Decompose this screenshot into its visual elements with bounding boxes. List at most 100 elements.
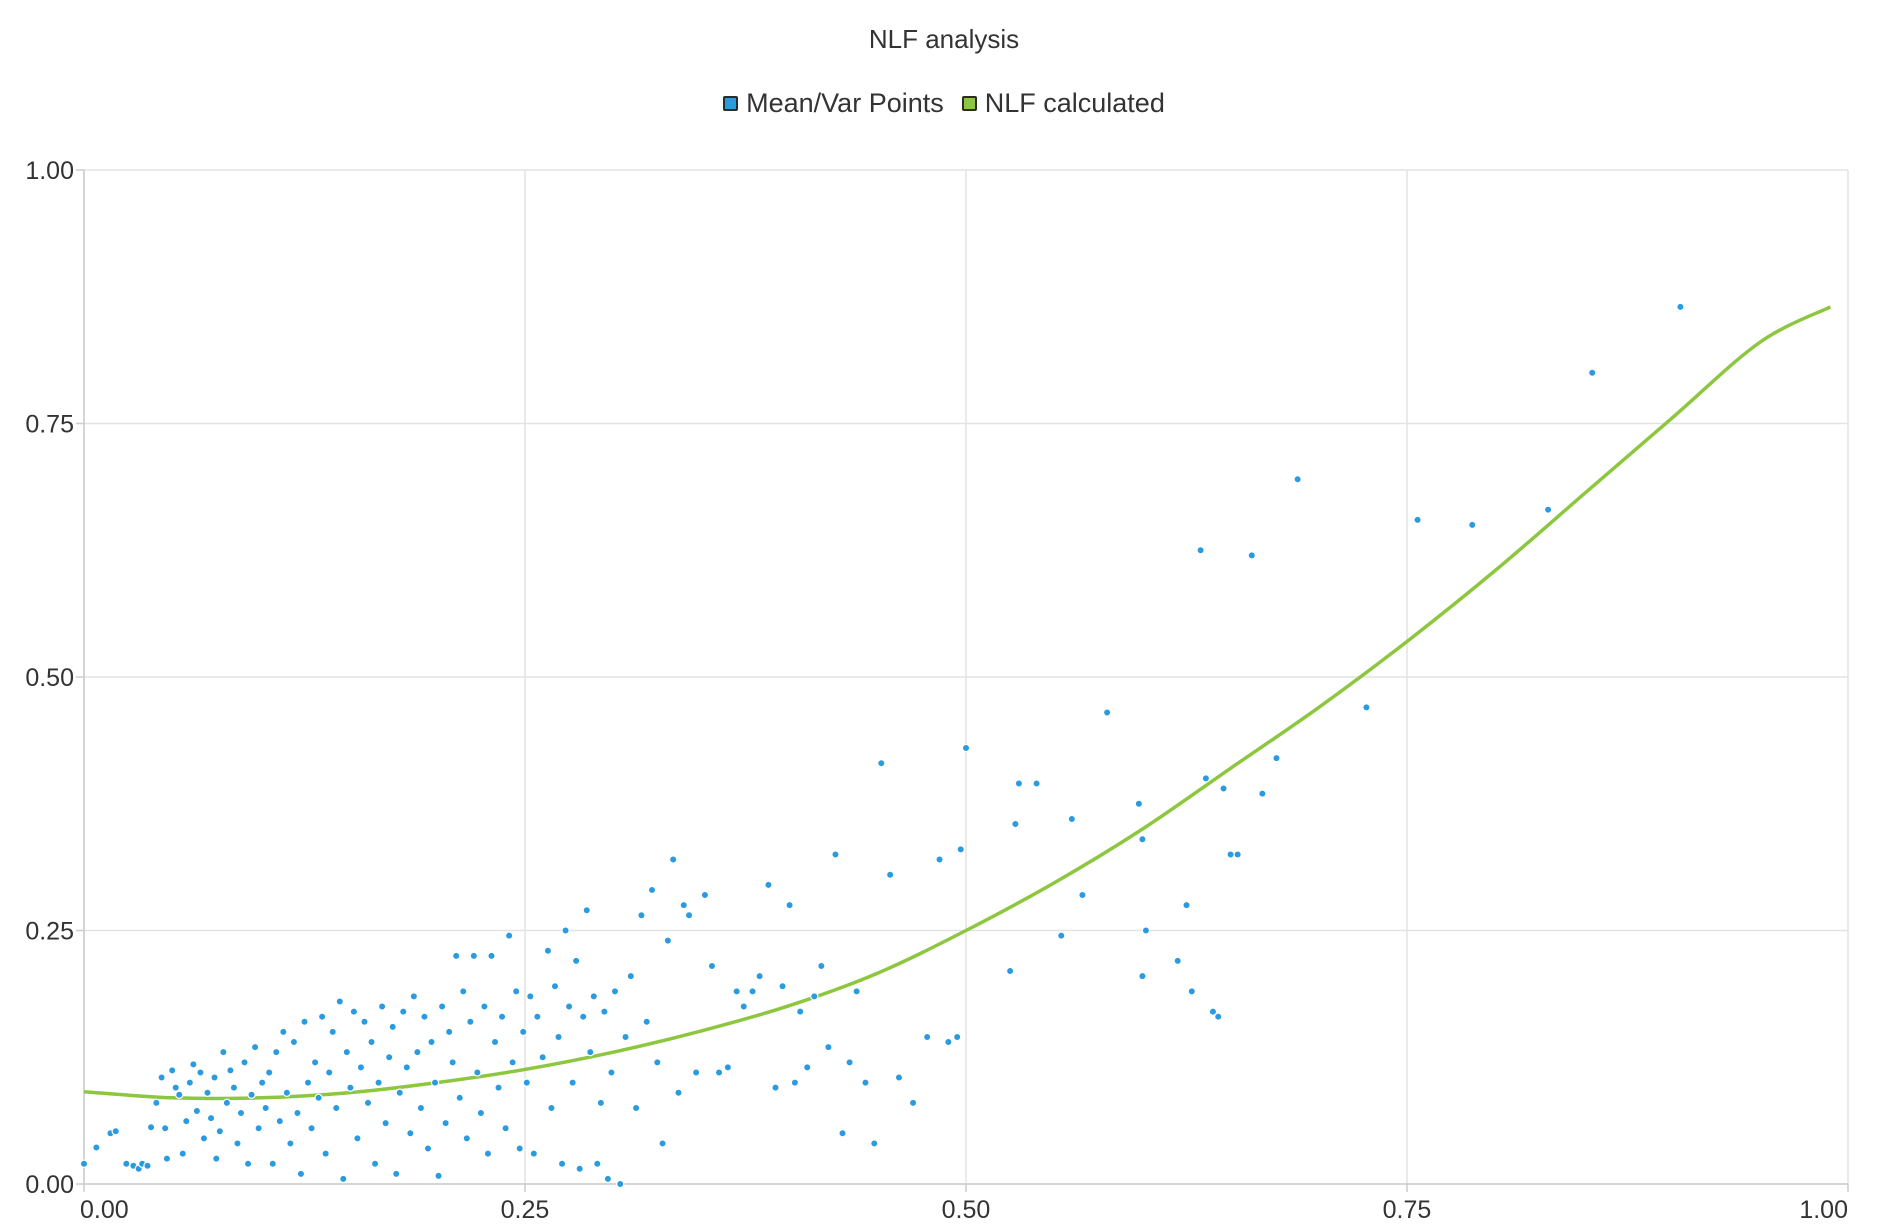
- scatter-point: [437, 1002, 447, 1011]
- scatter-point: [247, 1090, 256, 1099]
- scatter-point: [561, 926, 570, 935]
- scatter-point: [384, 1053, 394, 1062]
- scatter-point: [146, 1123, 156, 1132]
- scatter-point: [353, 1134, 362, 1143]
- scatter-point: [674, 1088, 683, 1097]
- scatter-point: [870, 1139, 879, 1148]
- scatter-point: [360, 1017, 369, 1026]
- scatter-point: [370, 1159, 380, 1168]
- scatter-point: [607, 1068, 616, 1077]
- scatter-point: [691, 1068, 701, 1077]
- scatter-point: [430, 1078, 440, 1087]
- scatter-point: [707, 961, 717, 971]
- scatter-point: [310, 1058, 320, 1067]
- scatter-point: [922, 1032, 932, 1042]
- scatter-point: [564, 1002, 574, 1011]
- scatter-point: [212, 1154, 221, 1163]
- scatter-point: [192, 1106, 202, 1116]
- scatter-point: [143, 1161, 152, 1170]
- scatter-point: [434, 1171, 443, 1181]
- scatter-point: [610, 987, 620, 996]
- scatter-point: [1078, 890, 1087, 900]
- scatter-point: [349, 1007, 359, 1016]
- x-tick-label: 0.75: [1383, 1196, 1432, 1224]
- scatter-point: [328, 1027, 337, 1037]
- scatter-point: [658, 1139, 667, 1148]
- scatter-point: [303, 1078, 313, 1087]
- scatter-point: [268, 1159, 277, 1168]
- x-tick-label: 0.25: [501, 1196, 550, 1224]
- scatter-point: [764, 880, 773, 890]
- scatter-point: [395, 1088, 404, 1097]
- scatter-point: [739, 1002, 748, 1011]
- scatter-point: [642, 1017, 651, 1026]
- scatter-point: [1102, 708, 1112, 717]
- scatter-point: [243, 1159, 253, 1168]
- legend-item-mean-var-points[interactable]: Mean/Var Points: [723, 88, 944, 119]
- scatter-point: [1219, 784, 1228, 793]
- scatter-point: [1208, 1007, 1218, 1016]
- scatter-point: [346, 1083, 355, 1092]
- scatter-point: [637, 911, 646, 920]
- scatter-point: [240, 1058, 249, 1067]
- scatter-point: [199, 1134, 209, 1143]
- scatter-point: [392, 1169, 401, 1179]
- scatter-point: [272, 1047, 281, 1057]
- tick-layer: 0.00 0.25 0.50 0.75 1.00 0.00 0.25 0.50 0.75 1.00: [25, 157, 1848, 1224]
- scatter-point: [92, 1143, 101, 1152]
- scatter-point: [279, 1027, 288, 1037]
- scatter-point: [732, 987, 741, 996]
- scatter-point: [250, 1042, 260, 1052]
- scatter-point: [550, 982, 560, 991]
- scatter-point: [219, 1047, 228, 1057]
- scatter-point: [203, 1088, 212, 1097]
- scatter-point: [700, 890, 710, 900]
- scatter-point: [1293, 475, 1302, 484]
- scatter-point: [324, 1068, 334, 1077]
- scatter-point: [388, 1022, 397, 1032]
- chart-title: NLF analysis: [868, 24, 1020, 54]
- legend-item-nlf-calculated[interactable]: NLF calculated: [961, 88, 1165, 119]
- scatter-point: [296, 1169, 306, 1179]
- legend-swatch-curve: [961, 96, 977, 111]
- scatter-point: [538, 1053, 547, 1062]
- scatter-point: [785, 900, 794, 910]
- scatter-point: [810, 992, 819, 1001]
- scatter-point: [317, 1012, 327, 1021]
- scatter-point: [300, 1017, 309, 1026]
- scatter-point: [1468, 520, 1477, 530]
- scatter-point: [582, 906, 591, 915]
- scatter-point: [448, 1058, 457, 1067]
- scatter-point: [1258, 789, 1267, 798]
- scatter-point: [215, 1127, 225, 1136]
- scatter-point: [427, 1037, 436, 1047]
- scatter-point: [1032, 779, 1041, 788]
- y-tick-label: 0.00: [25, 1171, 74, 1199]
- scatter-point: [1138, 835, 1147, 844]
- scatter-point: [961, 743, 971, 753]
- scatter-point: [314, 1093, 323, 1103]
- scatter-point: [575, 1164, 584, 1173]
- scatter-point: [452, 951, 461, 961]
- scatter-point: [626, 971, 636, 981]
- legend-swatch-points: [723, 96, 739, 111]
- scatter-point: [265, 1068, 274, 1077]
- scatter-point: [557, 1159, 567, 1168]
- scatter-point: [593, 1159, 602, 1168]
- y-tick-label: 0.25: [25, 918, 74, 946]
- scatter-point: [79, 1159, 89, 1168]
- scatter-point: [1413, 515, 1422, 525]
- scatter-point: [293, 1108, 302, 1118]
- scatter-point: [441, 1118, 450, 1128]
- scatter-point: [171, 1083, 180, 1092]
- scatter-point: [182, 1116, 191, 1126]
- scatter-point: [519, 1027, 528, 1037]
- scatter-point: [824, 1042, 833, 1052]
- scatter-point: [423, 1144, 433, 1153]
- scatter-point: [803, 1063, 812, 1072]
- x-tick-label: 1.00: [1799, 1196, 1848, 1224]
- scatter-point: [466, 1017, 475, 1026]
- scatter-point: [755, 971, 764, 981]
- scatter-point: [529, 1149, 539, 1158]
